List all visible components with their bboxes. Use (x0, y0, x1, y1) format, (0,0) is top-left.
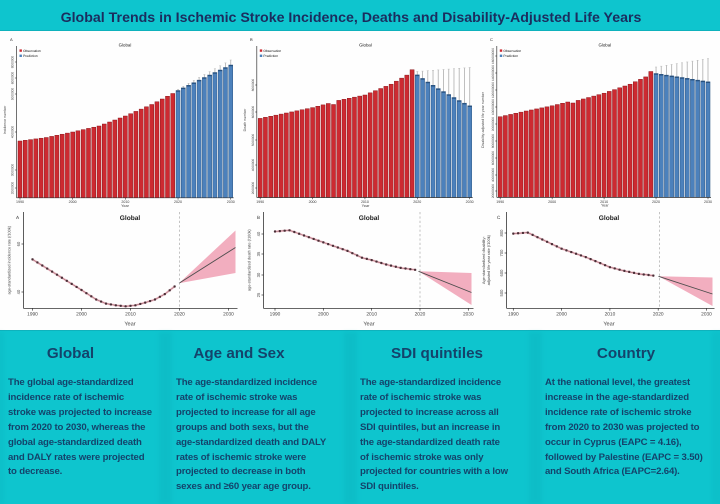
svg-text:Disability-adjusted life year: Disability-adjusted life year number (481, 91, 485, 148)
svg-text:Global: Global (359, 215, 380, 222)
svg-text:Incidence number: Incidence number (3, 105, 7, 134)
svg-text:60: 60 (16, 241, 21, 246)
svg-text:2000: 2000 (318, 312, 329, 318)
svg-text:500: 500 (499, 289, 504, 297)
svg-text:4000000: 4000000 (11, 126, 15, 139)
svg-text:800: 800 (499, 229, 504, 237)
svg-text:2010: 2010 (366, 312, 377, 318)
svg-text:Prediction: Prediction (23, 54, 38, 58)
svg-text:1990: 1990 (496, 200, 504, 204)
svg-text:160000000: 160000000 (491, 48, 495, 64)
svg-text:Year: Year (601, 204, 609, 208)
svg-text:2000: 2000 (309, 200, 317, 204)
svg-text:30: 30 (256, 272, 261, 277)
svg-text:2000: 2000 (556, 312, 567, 318)
svg-text:2000: 2000 (548, 200, 556, 204)
svg-text:2020: 2020 (415, 312, 426, 318)
svg-text:Global: Global (599, 215, 620, 222)
svg-text:2030: 2030 (227, 200, 235, 204)
svg-text:25: 25 (256, 292, 261, 297)
svg-text:2000: 2000 (69, 200, 77, 204)
svg-text:2030: 2030 (223, 312, 234, 318)
svg-text:3000000: 3000000 (11, 164, 15, 177)
svg-text:Global: Global (598, 43, 611, 48)
svg-text:2030: 2030 (463, 312, 474, 318)
svg-text:4000000: 4000000 (251, 159, 255, 172)
svg-text:2000000: 2000000 (11, 182, 15, 195)
svg-text:B: B (250, 37, 253, 42)
svg-text:B: B (257, 215, 260, 220)
svg-text:2010: 2010 (605, 312, 616, 318)
svg-text:6000000: 6000000 (11, 72, 15, 85)
svg-text:2020: 2020 (174, 312, 185, 318)
svg-text:2020: 2020 (174, 200, 182, 204)
svg-text:Death number: Death number (243, 108, 247, 132)
svg-text:40000000: 40000000 (491, 168, 495, 182)
svg-text:2020: 2020 (413, 200, 421, 204)
svg-text:Year: Year (362, 204, 370, 208)
svg-text:80000000: 80000000 (491, 134, 495, 148)
svg-text:A: A (10, 37, 13, 42)
svg-text:6000000: 6000000 (251, 106, 255, 119)
svg-text:2030: 2030 (704, 200, 712, 204)
svg-text:Prediction: Prediction (503, 54, 518, 58)
svg-text:2010: 2010 (125, 312, 136, 318)
svg-text:100000000: 100000000 (491, 99, 495, 115)
svg-text:Prediction: Prediction (263, 54, 278, 58)
svg-text:2020: 2020 (653, 312, 664, 318)
svg-text:90000000: 90000000 (491, 117, 495, 131)
svg-text:2030: 2030 (466, 200, 474, 204)
svg-text:adjusted life year rate (/100k: adjusted life year rate (/100k) (486, 234, 491, 285)
svg-text:1990: 1990 (16, 200, 24, 204)
svg-text:1990: 1990 (256, 200, 264, 204)
svg-text:140000000: 140000000 (491, 65, 495, 81)
svg-text:2030: 2030 (701, 312, 712, 318)
svg-text:5000000: 5000000 (11, 88, 15, 101)
svg-text:700: 700 (499, 249, 504, 257)
svg-text:8000000: 8000000 (11, 56, 15, 69)
svg-text:2000: 2000 (76, 312, 87, 318)
svg-text:5000000: 5000000 (251, 134, 255, 147)
svg-text:1990: 1990 (508, 312, 519, 318)
svg-text:C: C (497, 215, 501, 220)
svg-text:2000000: 2000000 (251, 182, 255, 195)
svg-text:Year: Year (121, 204, 129, 208)
svg-text:600: 600 (499, 269, 504, 277)
svg-text:2010: 2010 (361, 200, 369, 204)
svg-text:1990: 1990 (27, 312, 38, 318)
svg-text:2010: 2010 (600, 200, 608, 204)
svg-text:40: 40 (16, 289, 21, 294)
svg-text:C: C (490, 37, 493, 42)
svg-text:35: 35 (256, 251, 261, 256)
svg-text:age-standardized incidence rat: age-standardized incidence rate (/100k) (7, 225, 12, 294)
svg-text:Age-standardized disability-: Age-standardized disability- (481, 236, 486, 284)
svg-text:Year: Year (363, 322, 374, 328)
svg-text:Global: Global (359, 43, 372, 48)
svg-text:Global: Global (120, 215, 141, 222)
svg-text:Observation: Observation (23, 49, 41, 53)
svg-text:1990: 1990 (270, 312, 281, 318)
svg-text:2010: 2010 (121, 200, 129, 204)
svg-text:20000000: 20000000 (491, 184, 495, 198)
svg-text:Observation: Observation (263, 49, 281, 53)
svg-text:120000000: 120000000 (491, 82, 495, 98)
svg-text:40: 40 (256, 231, 261, 236)
svg-text:Year: Year (124, 322, 135, 328)
svg-text:Year: Year (603, 322, 614, 328)
svg-text:age-standardized death rate (/: age-standardized death rate (/100k) (247, 229, 252, 292)
svg-text:Global: Global (119, 43, 132, 48)
svg-text:60000000: 60000000 (491, 151, 495, 165)
svg-text:A: A (16, 215, 20, 220)
svg-text:2020: 2020 (652, 200, 660, 204)
svg-text:Observation: Observation (503, 49, 521, 53)
svg-text:8000000: 8000000 (251, 79, 255, 92)
